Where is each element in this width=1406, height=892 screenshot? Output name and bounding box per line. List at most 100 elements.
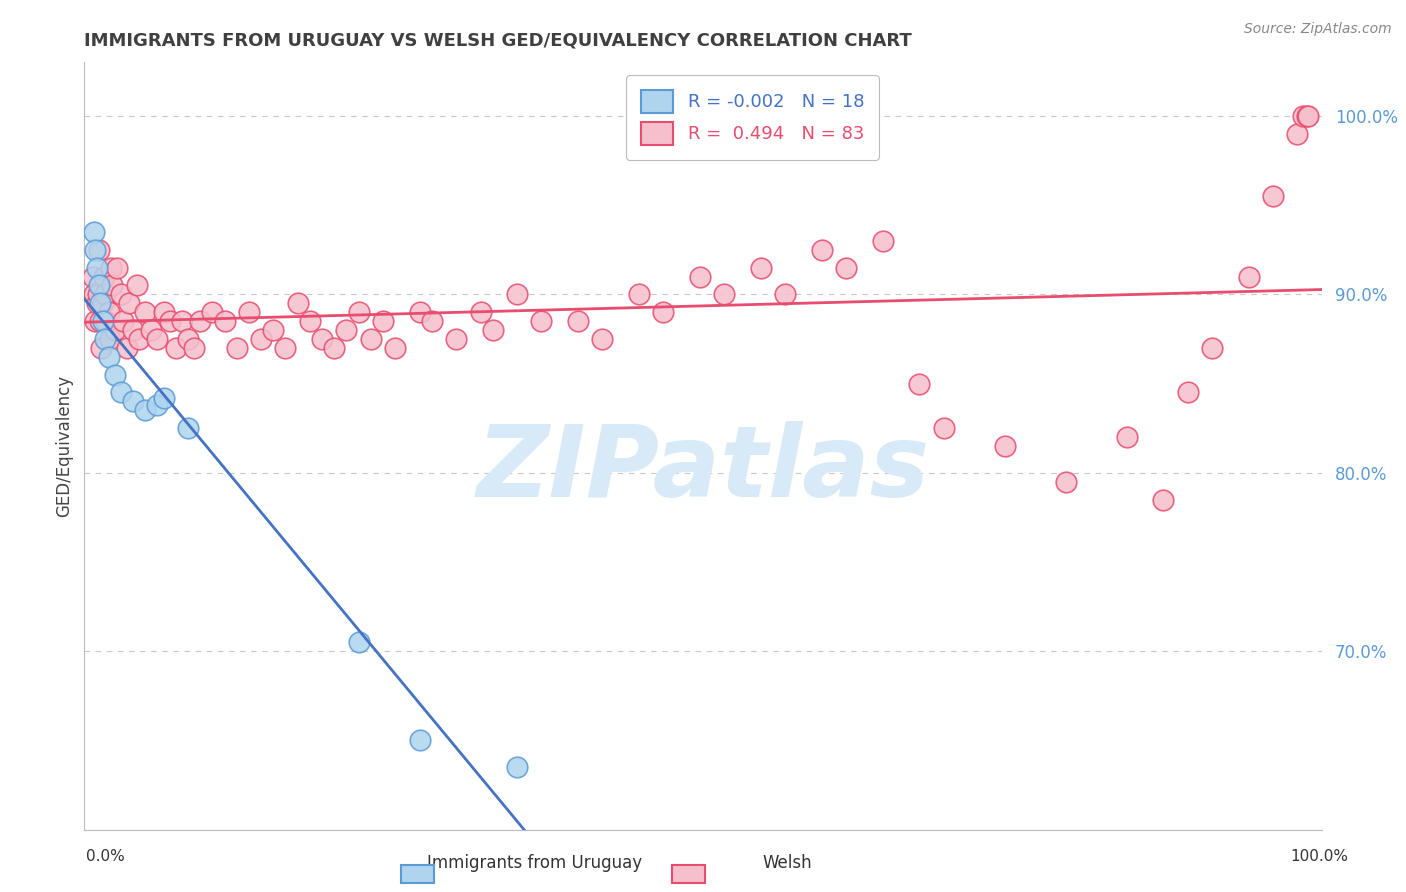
Point (86, 260, 108, 275)
Point (112, 314, 135, 328)
Point (408, 305, 430, 319)
Point (87, 287, 110, 301)
Point (89, 314, 111, 328)
Point (1152, 492, 1174, 507)
Point (94, 287, 117, 301)
Point (100, 260, 122, 275)
Point (1115, 430, 1137, 444)
Point (128, 332, 150, 346)
Point (89, 296, 111, 310)
Point (1292, 109, 1315, 123)
Point (84, 243, 107, 257)
Point (165, 341, 187, 355)
Point (298, 314, 321, 328)
Point (91, 296, 114, 310)
Point (287, 296, 309, 310)
Point (146, 398, 169, 412)
Point (470, 305, 492, 319)
Point (347, 305, 370, 319)
Point (1286, 127, 1309, 141)
Point (323, 341, 346, 355)
Point (97, 350, 120, 364)
Point (141, 323, 163, 337)
Point (775, 287, 797, 301)
Point (689, 269, 711, 284)
Point (360, 332, 382, 346)
Point (652, 305, 675, 319)
Point (188, 314, 211, 328)
Point (125, 278, 148, 293)
Point (591, 332, 613, 346)
Point (713, 287, 735, 301)
Point (82, 269, 104, 284)
Text: Welsh: Welsh (762, 855, 813, 872)
Point (134, 305, 156, 319)
Point (87, 243, 110, 257)
Point (1296, 109, 1319, 123)
Text: 100.0%: 100.0% (1289, 849, 1348, 864)
Point (506, 287, 529, 301)
Point (83, 225, 105, 239)
Point (115, 341, 138, 355)
Text: Source: ZipAtlas.com: Source: ZipAtlas.com (1244, 22, 1392, 37)
Point (371, 314, 394, 328)
Legend: R = -0.002   N = 18, R =  0.494   N = 83: R = -0.002 N = 18, R = 0.494 N = 83 (626, 75, 879, 160)
Point (93, 269, 115, 284)
Point (183, 341, 205, 355)
Point (98, 332, 121, 346)
Point (1296, 109, 1319, 123)
Point (110, 385, 132, 400)
Point (122, 323, 145, 337)
Point (347, 635, 370, 649)
Point (749, 260, 772, 275)
Point (1261, 189, 1284, 203)
Point (932, 421, 955, 435)
Point (311, 332, 333, 346)
Point (152, 391, 174, 405)
Point (94, 332, 117, 346)
Point (134, 403, 156, 417)
Point (104, 323, 127, 337)
Point (835, 260, 858, 275)
Point (811, 243, 834, 257)
Point (238, 305, 260, 319)
Point (159, 314, 181, 328)
Point (90, 341, 112, 355)
Point (104, 368, 127, 382)
Text: ZIPatlas: ZIPatlas (477, 420, 929, 517)
Point (86, 296, 108, 310)
Point (152, 305, 174, 319)
Point (84, 314, 107, 328)
Text: IMMIGRANTS FROM URUGUAY VS WELSH GED/EQUIVALENCY CORRELATION CHART: IMMIGRANTS FROM URUGUAY VS WELSH GED/EQU… (84, 32, 912, 50)
Point (96, 314, 118, 328)
Text: 0.0%: 0.0% (86, 849, 125, 864)
Point (225, 341, 247, 355)
Point (335, 323, 357, 337)
Point (908, 376, 931, 391)
Point (627, 287, 650, 301)
Point (97, 305, 120, 319)
Point (1054, 475, 1077, 489)
Point (567, 314, 589, 328)
Point (214, 314, 236, 328)
Point (87, 278, 110, 293)
Point (83, 287, 105, 301)
Y-axis label: GED/Equivalency: GED/Equivalency (55, 375, 73, 517)
Point (274, 341, 297, 355)
Point (91, 314, 114, 328)
Point (101, 278, 124, 293)
Point (530, 314, 553, 328)
Point (177, 421, 200, 435)
Point (177, 332, 200, 346)
Point (872, 234, 894, 248)
Text: Immigrants from Uruguay: Immigrants from Uruguay (426, 855, 643, 872)
Point (250, 332, 273, 346)
Point (110, 287, 132, 301)
Point (384, 341, 406, 355)
Point (1201, 341, 1223, 355)
Point (262, 323, 284, 337)
Point (1177, 385, 1199, 400)
Point (170, 314, 193, 328)
Point (994, 439, 1017, 453)
Point (481, 323, 503, 337)
